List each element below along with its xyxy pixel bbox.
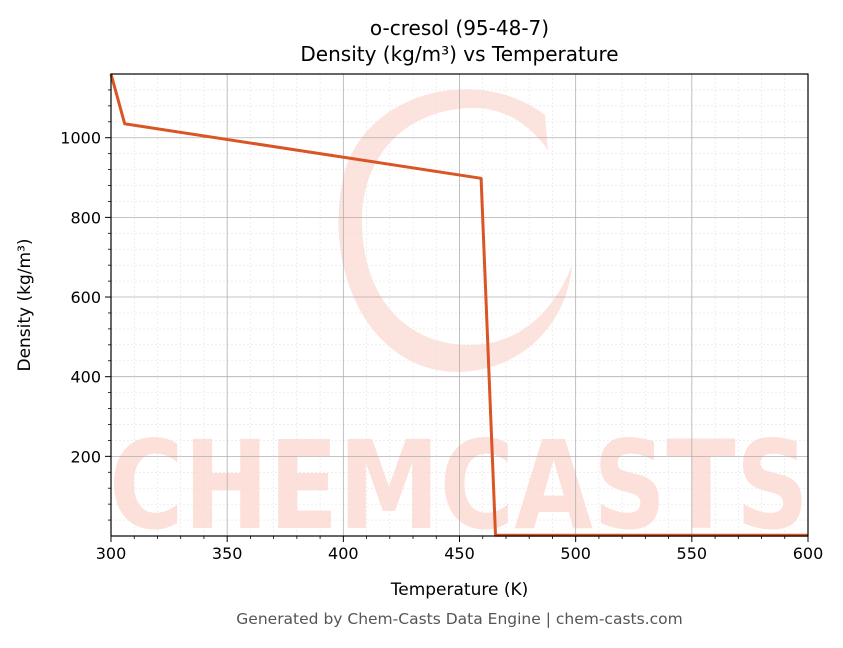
- series-layer: [109, 73, 808, 537]
- footer-credit: Generated by Chem-Casts Data Engine | ch…: [236, 610, 682, 628]
- y-axis-label: Density (kg/m³): [15, 238, 35, 371]
- chemcasts-watermark: CHEMCASTS: [109, 89, 809, 557]
- x-tick-label: 450: [444, 544, 475, 563]
- x-tick-label: 300: [96, 544, 127, 563]
- density-series-line: [109, 73, 808, 537]
- major-grid: [110, 74, 809, 536]
- watermark-text: CHEMCASTS: [109, 415, 809, 557]
- chart-subtitle: Density (kg/m³) vs Temperature: [300, 42, 618, 66]
- y-tick-label: 200: [70, 447, 101, 466]
- x-axis-label: Temperature (K): [390, 580, 529, 600]
- y-axis: 200 400 600 800 1000: [60, 89, 111, 521]
- y-tick-label: 400: [70, 368, 101, 387]
- chart-title: o-cresol (95-48-7): [370, 16, 549, 40]
- x-tick-label: 550: [677, 544, 708, 563]
- x-tick-label: 350: [212, 544, 243, 563]
- x-tick-label: 500: [560, 544, 591, 563]
- watermark-swirl-logo: [338, 89, 572, 373]
- x-tick-label: 400: [328, 544, 359, 563]
- x-tick-label: 600: [793, 544, 824, 563]
- y-tick-label: 1000: [60, 129, 101, 148]
- y-tick-label: 600: [70, 288, 101, 307]
- x-axis: 300 350 400 450 500 550 600: [96, 536, 824, 563]
- y-tick-label: 800: [70, 208, 101, 227]
